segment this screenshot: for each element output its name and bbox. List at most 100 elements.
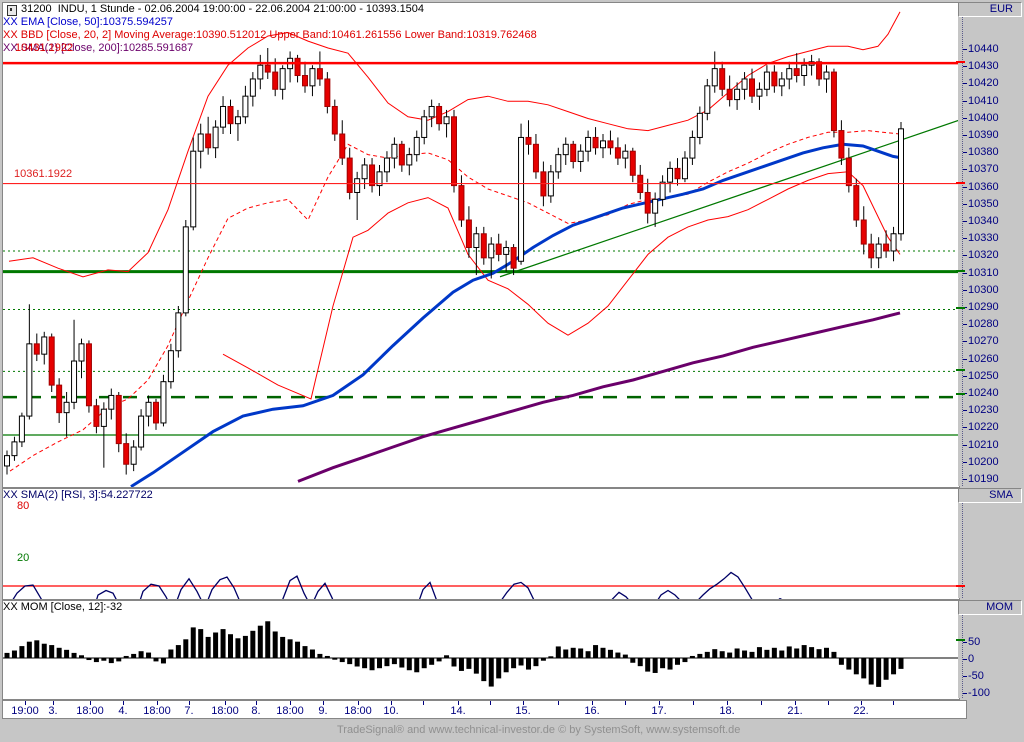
mom-bar [146,652,152,658]
price-tick-label: 10310 [968,266,999,279]
mom-bar [511,658,517,669]
candle-up [786,68,793,80]
bollinger-label[interactable]: XX BBD [Close, 20, 2] Moving Average:103… [3,29,537,41]
mom-bar [123,655,129,658]
candle-up [473,233,480,249]
mom-bar [26,641,32,658]
candle-up [428,105,435,118]
mom-bar [220,629,226,658]
mom-bar [689,655,695,658]
candle-up [175,312,182,352]
mom-bar [198,629,204,658]
mom-bar [548,656,554,658]
time-tick [490,701,491,705]
mom-bar [339,658,345,663]
rsi-axis[interactable]: 6040200 [958,488,1024,665]
price-axis[interactable]: 10440 10430 10420 10410 10400 10390 10380 10370… [958,2,1024,486]
mom-axis[interactable]: 50 0 -50 -100 [958,600,1024,699]
mom-bar [675,658,680,665]
time-tick [861,701,862,705]
price-tick [963,186,967,188]
time-tick [53,701,54,705]
mom-bar [347,658,353,665]
price-axis-rule [962,2,1024,486]
mom-bar [332,658,338,660]
time-tick [256,701,257,705]
trendline [499,119,959,278]
mom-bar [488,658,494,687]
price-tick-label: 10300 [968,283,999,296]
mom-bar [764,649,770,658]
price-tick [963,272,967,274]
mom-bar [11,650,17,658]
mom-bar [563,649,569,658]
candle-down [853,185,860,221]
candle-up [421,116,428,138]
candle-up [212,126,219,149]
candle-down [495,243,502,255]
candle-up [197,133,204,152]
candle-down [56,384,63,414]
time-axis[interactable]: 19:00 3. 18:00 4. 18:00 7. 18:00 8. 18:00 9. 18:00… [2,700,967,719]
mom-bar [64,649,70,658]
mom-bar [175,645,181,658]
mom-bar [183,639,189,658]
mom-bar [287,639,293,658]
candle-down [525,136,532,145]
candle-up [443,116,450,125]
candle-down [570,143,577,163]
mom-bar [280,636,286,658]
mom-bar [824,647,829,658]
ema50-label[interactable]: XX EMA [Close, 50]:10375.594257 [3,16,174,28]
candle-up [890,233,897,252]
mom-bar [898,658,904,669]
candle-down [346,157,353,193]
axis-tick [963,659,967,660]
mom-label[interactable]: XX MOM [Close, 12]:-32 [3,601,123,613]
price-tick [963,358,967,360]
time-tick-label: 17. [651,705,667,717]
mom-bar [79,655,84,658]
mom-bar [585,651,591,658]
candle-up [823,71,830,80]
time-tick [659,701,660,705]
price-chart-canvas [3,11,959,487]
mom-bar [34,640,40,658]
level-marker-tick [956,61,965,64]
candle-up [249,78,256,97]
price-tick [963,203,967,205]
candle-down [607,140,614,149]
price-chart-panel[interactable] [2,2,960,488]
mom-bar [593,645,599,658]
momentum-indicator-panel[interactable] [2,600,960,700]
price-tick [963,324,967,326]
mom-bar [667,658,673,670]
candle-down [331,105,338,135]
mom-bar [406,658,412,671]
chart-pin-icon[interactable] [7,5,17,16]
price-tick-label: 10210 [968,438,999,451]
mom-bar [309,649,315,658]
mom-bar [71,652,77,658]
price-tick [963,479,967,480]
rsi-indicator-panel[interactable] [2,488,960,600]
rsi-axis-header: SMA [958,488,1022,503]
candle-up [190,150,197,228]
mom-bar [779,650,785,658]
price-tick-label: 10220 [968,421,999,434]
time-tick-label: 15. [515,705,531,717]
sma200-label[interactable]: XX SMA(2) [Close, 200]:10285.591687 [3,42,194,54]
candle-up [778,78,785,87]
watermark: TradeSignal® and www.technical-investor.… [337,724,741,736]
candle-up [503,247,510,255]
mom-bar [324,655,330,658]
price-tick-label: 10370 [968,163,999,176]
mom-bar [600,647,606,658]
mom-bar [116,658,122,662]
rsi-label[interactable]: XX SMA(2) [RSI, 3]:54.227722 [3,489,153,501]
candle-up [41,336,48,355]
time-tick-label: 18:00 [143,705,171,717]
candle-up [763,71,770,90]
candle-up [681,157,688,180]
candle-up [182,226,189,314]
